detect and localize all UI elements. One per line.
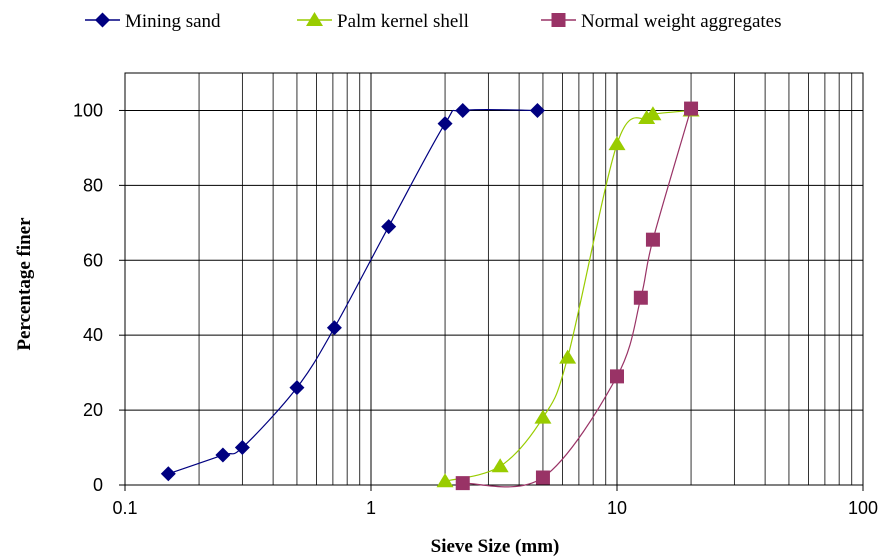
data-point (160, 466, 176, 482)
grid-minor (198, 73, 853, 485)
data-point (215, 447, 231, 463)
data-point (608, 136, 626, 151)
legend-marker (95, 12, 110, 28)
y-tick-label: 80 (83, 175, 103, 195)
data-point (610, 369, 624, 384)
series-normal-weight-aggregates (455, 101, 699, 491)
legend-item: Normal weight aggregates (541, 11, 781, 32)
data-point (455, 476, 470, 491)
x-tick-label: 100 (848, 498, 878, 518)
series-mining-sand (160, 102, 545, 482)
x-tick-label: 10 (607, 498, 627, 518)
data-point (529, 102, 545, 118)
y-axis-title: Percentage finer (14, 217, 35, 351)
plot-area (124, 72, 864, 486)
legend-item: Palm kernel shell (297, 11, 469, 32)
data-point (491, 458, 509, 473)
legend-marker (306, 12, 323, 26)
legend-label: Mining sand (125, 11, 221, 32)
y-tick-label: 20 (83, 400, 103, 420)
legend-label: Palm kernel shell (337, 11, 469, 32)
data-point (535, 470, 550, 485)
series-line (444, 109, 692, 482)
grid-major (124, 73, 864, 486)
data-point (289, 380, 305, 396)
data-point (559, 349, 577, 364)
y-tick-label: 60 (83, 250, 103, 270)
data-point (684, 101, 699, 116)
x-axis-ticks: 0.1 1 10 100 (112, 485, 878, 518)
y-tick-label: 100 (73, 100, 103, 120)
series-line (168, 108, 538, 475)
data-point (534, 409, 552, 424)
x-axis-title: Sieve Size (mm) (431, 536, 560, 557)
data-point (381, 219, 397, 235)
y-axis-ticks: 0 20 40 60 80 100 (73, 100, 125, 495)
series-line (462, 108, 692, 488)
legend-label: Normal weight aggregates (581, 11, 781, 32)
data-point (645, 232, 660, 247)
series-group (160, 101, 700, 491)
data-point (644, 106, 662, 121)
data-point (437, 116, 453, 132)
legend-item: Mining sand (85, 11, 221, 32)
data-point (455, 102, 471, 118)
data-point (326, 320, 342, 336)
y-tick-label: 40 (83, 325, 103, 345)
x-tick-label: 1 (366, 498, 376, 518)
x-tick-label: 0.1 (112, 498, 137, 518)
data-point (436, 473, 454, 488)
data-point (234, 440, 250, 456)
legend-marker (551, 13, 566, 27)
data-point (633, 290, 648, 305)
y-tick-label: 0 (93, 475, 103, 495)
series-palm-kernel-shell (436, 102, 700, 488)
legend: Mining sand Palm kernel shell Normal weigh… (85, 11, 781, 32)
